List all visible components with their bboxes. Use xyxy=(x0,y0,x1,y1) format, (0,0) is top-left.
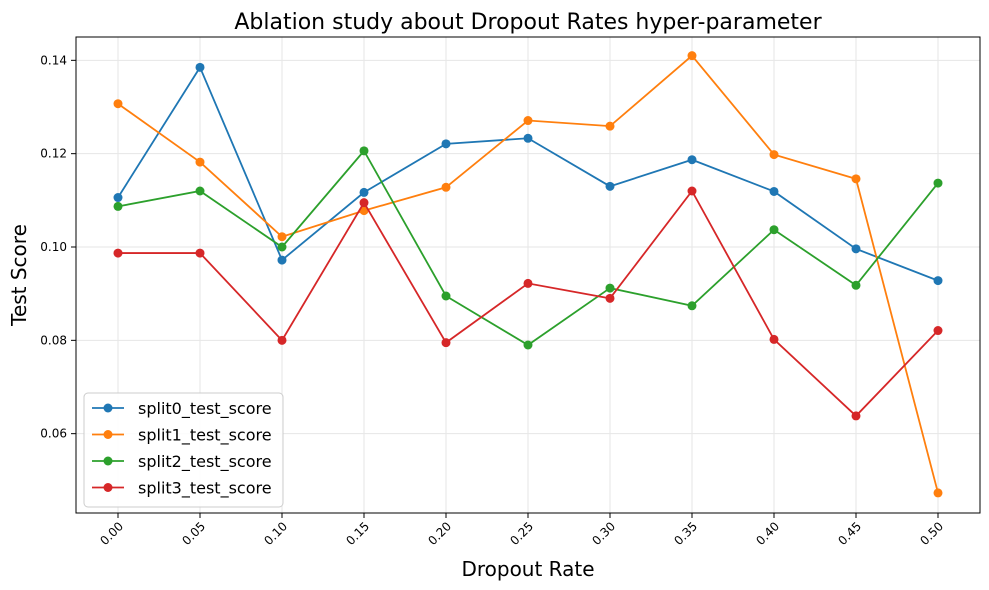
x-axis-title: Dropout Rate xyxy=(461,557,594,581)
legend-label: split0_test_score xyxy=(138,399,272,419)
data-point xyxy=(195,248,205,258)
series-split1_test_score xyxy=(113,51,943,498)
legend-label: split1_test_score xyxy=(138,426,272,446)
data-point xyxy=(769,225,779,235)
data-point xyxy=(359,198,369,208)
data-point xyxy=(933,326,943,336)
y-axis: 0.06 0.08 0.10 0.12 0.14 xyxy=(40,53,76,441)
data-point xyxy=(195,62,205,72)
series-split3_test_score xyxy=(113,186,943,421)
data-point xyxy=(687,155,697,165)
data-point xyxy=(359,146,369,156)
data-point xyxy=(277,335,287,345)
series-split2_test_score xyxy=(113,146,943,350)
y-tick-label: 0.08 xyxy=(40,333,67,347)
data-point xyxy=(851,244,861,254)
data-point xyxy=(441,338,451,348)
data-point xyxy=(359,206,369,216)
data-point xyxy=(687,186,697,196)
legend-marker xyxy=(103,430,113,439)
data-point xyxy=(523,340,533,350)
legend-marker xyxy=(103,403,113,413)
grid-lines xyxy=(76,37,980,513)
series-layer xyxy=(113,51,943,498)
data-point xyxy=(933,276,943,286)
data-point xyxy=(769,334,779,344)
data-point xyxy=(523,133,533,143)
data-point xyxy=(605,293,615,303)
data-point xyxy=(523,116,533,126)
y-tick-label: 0.06 xyxy=(40,427,67,441)
legend-label: split2_test_score xyxy=(138,452,272,472)
data-point xyxy=(195,186,205,196)
data-point xyxy=(277,232,287,242)
data-point xyxy=(441,139,451,149)
data-point xyxy=(277,242,287,252)
data-point xyxy=(769,186,779,196)
data-point xyxy=(605,181,615,191)
legend-label: split3_test_score xyxy=(138,479,272,499)
data-point xyxy=(523,278,533,288)
data-point xyxy=(113,193,123,203)
y-tick-label: 0.10 xyxy=(40,240,67,254)
data-point xyxy=(933,488,943,498)
data-point xyxy=(113,201,123,211)
data-point xyxy=(605,283,615,293)
data-point xyxy=(769,150,779,160)
data-point xyxy=(441,291,451,301)
data-point xyxy=(851,411,861,421)
data-point xyxy=(851,280,861,290)
data-point xyxy=(687,301,697,311)
data-point xyxy=(113,99,123,109)
data-point xyxy=(441,182,451,192)
data-point xyxy=(113,248,123,258)
chart-title: Ablation study about Dropout Rates hyper… xyxy=(234,10,822,35)
data-point xyxy=(605,121,615,131)
series-split0_test_score xyxy=(113,62,943,286)
data-point xyxy=(359,187,369,197)
y-axis-title: Test Score xyxy=(7,224,31,327)
legend: split0_test_score split1_test_score split2… xyxy=(83,392,284,508)
legend-item: split2_test_score xyxy=(92,452,272,472)
y-tick-label: 0.14 xyxy=(40,53,67,67)
legend-marker xyxy=(103,483,113,492)
legend-item: split3_test_score xyxy=(92,479,272,499)
legend-item: split1_test_score xyxy=(92,426,272,446)
data-point xyxy=(851,174,861,184)
data-point xyxy=(687,51,697,61)
legend-marker xyxy=(103,456,113,466)
data-point xyxy=(195,157,205,167)
y-tick-label: 0.12 xyxy=(40,147,67,161)
data-point xyxy=(277,255,287,265)
data-point xyxy=(933,178,943,188)
legend-box xyxy=(83,392,284,508)
legend-item: split0_test_score xyxy=(92,399,272,419)
